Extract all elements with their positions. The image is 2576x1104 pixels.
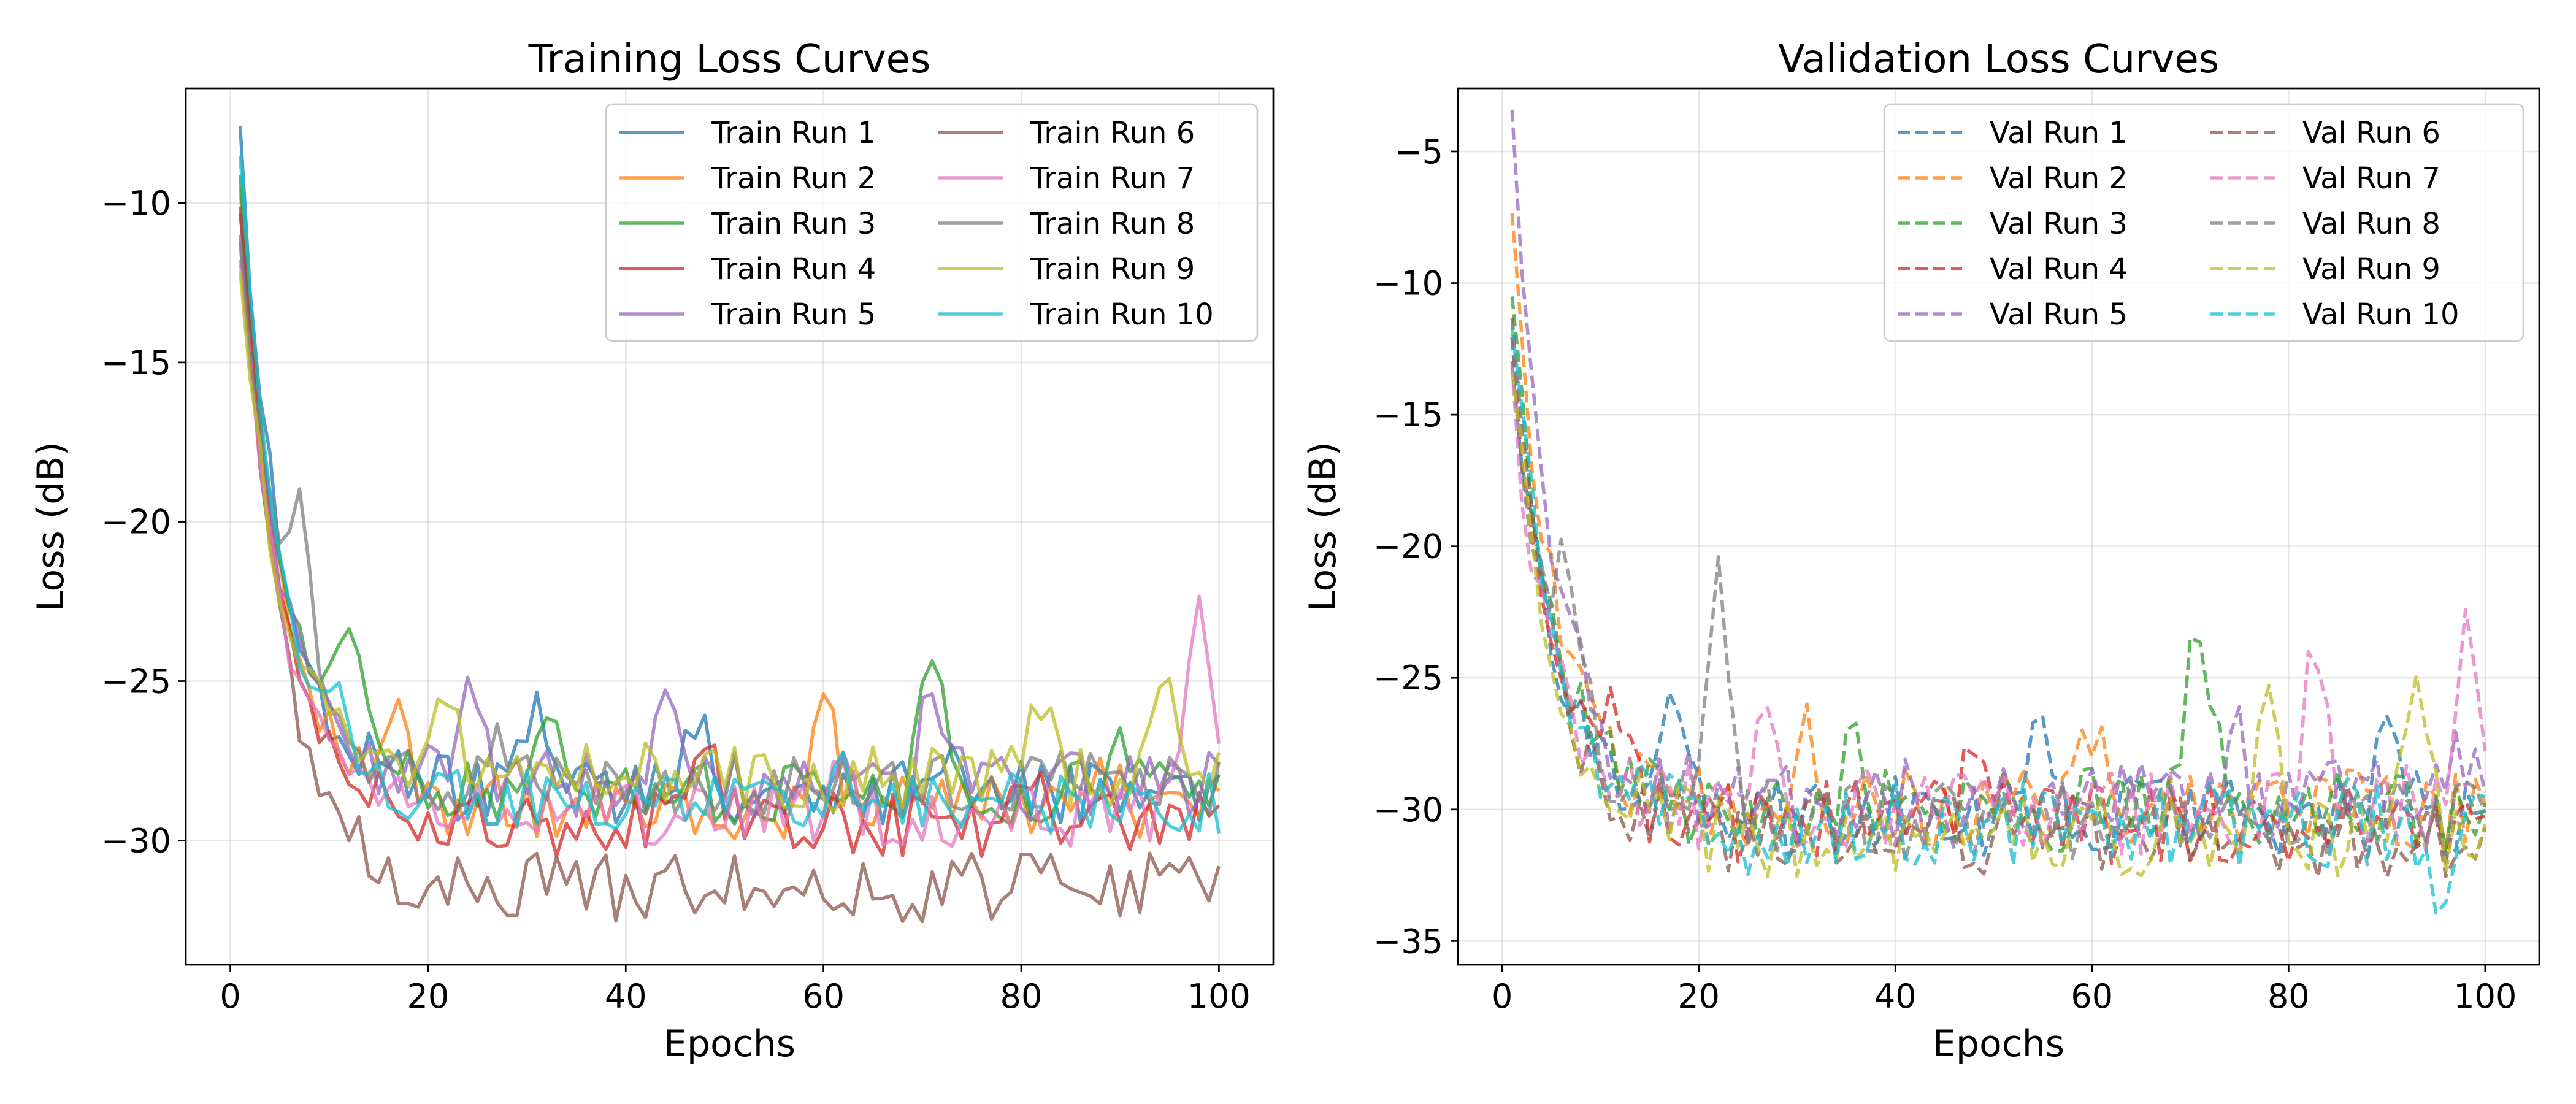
x-tick-label: 0: [220, 977, 240, 1016]
y-tick-label: −35: [1373, 922, 1443, 960]
y-tick-label: −25: [1373, 659, 1443, 697]
legend-box: [605, 103, 1259, 342]
legend-label: Train Run 9: [1030, 252, 1195, 286]
legend-label: Val Run 6: [2302, 116, 2440, 150]
y-tick-label: −10: [101, 184, 171, 223]
series-group: [1510, 109, 2487, 915]
legend-label: Train Run 10: [1030, 297, 1214, 332]
axes-frame: [185, 87, 1275, 966]
legend: Val Run 1 Val Run 2 Val Run 3 Val Run 4 Val …: [1883, 103, 2524, 342]
y-tick-label: −15: [101, 343, 171, 382]
x-tick-label: 60: [2071, 977, 2113, 1016]
x-tick-label: 80: [1000, 977, 1043, 1016]
legend-label: Val Run 4: [1990, 252, 2128, 286]
legend-label: Train Run 2: [711, 161, 876, 196]
legend-label: Val Run 10: [2302, 297, 2459, 332]
x-tick-label: 100: [1187, 977, 1251, 1016]
legend-label: Train Run 5: [711, 297, 876, 332]
y-axis-label: Loss (dB): [1301, 442, 1344, 611]
axes-frame: [1457, 87, 2540, 966]
legend-label: Train Run 8: [1030, 207, 1195, 241]
x-tick-label: 80: [2267, 977, 2310, 1016]
legend-label: Val Run 2: [1990, 161, 2128, 196]
series-line-train-run-8: [238, 241, 1221, 817]
x-tick-label: 40: [605, 977, 647, 1016]
chart-title: Training Loss Curves: [528, 37, 931, 82]
x-tick-label: 20: [1677, 977, 1720, 1016]
y-tick-label: −20: [1373, 527, 1443, 566]
legend-label: Val Run 3: [1990, 207, 2128, 241]
legend: Train Run 1 Train Run 2 Train Run 3 Train R…: [605, 103, 1259, 342]
legend-label: Train Run 1: [711, 116, 876, 150]
x-tick-label: 100: [2453, 977, 2517, 1016]
series-line-train-run-10: [238, 156, 1221, 835]
legend-label: Train Run 3: [711, 207, 876, 241]
series-line-val-run-9: [1510, 372, 2487, 878]
legend-label: Val Run 8: [2302, 207, 2440, 241]
legend-label: Train Run 6: [1030, 116, 1195, 150]
legend-label: Val Run 9: [2302, 252, 2440, 286]
series-line-train-run-6: [238, 206, 1221, 924]
chart-title: Validation Loss Curves: [1778, 37, 2219, 82]
legend-label: Val Run 5: [1990, 297, 2128, 332]
legend-label: Train Run 4: [711, 252, 876, 286]
y-tick-label: −30: [101, 821, 171, 860]
panel-training: 0 20 40 60 80 100 −30 −25 −20 −15 −10 Training Loss…: [29, 37, 1275, 1065]
series-line-train-run-7: [238, 259, 1221, 848]
y-tick-label: −20: [101, 503, 171, 542]
legend-box: [1883, 103, 2524, 342]
legend-label: Val Run 1: [1990, 116, 2128, 150]
series-group: [238, 126, 1221, 924]
x-tick-label: 0: [1492, 977, 1512, 1016]
series-line-val-run-10: [1510, 328, 2486, 915]
y-tick-label: −30: [1373, 791, 1443, 829]
y-tick-label: −5: [1394, 132, 1443, 171]
x-tick-label: 40: [1874, 977, 1917, 1016]
series-line-val-run-4: [1510, 337, 2486, 865]
y-axis-label: Loss (dB): [29, 442, 72, 611]
series-line-train-run-9: [238, 270, 1221, 813]
x-axis-label: Epochs: [664, 1022, 795, 1065]
y-tick-label: −10: [1373, 264, 1443, 303]
x-tick-label: 20: [407, 977, 450, 1016]
legend-label: Train Run 7: [1030, 161, 1195, 196]
panel-validation: 0 20 40 60 80 100 −35 −30 −25 −20 −15 −10 −5 Validati…: [1301, 37, 2540, 1065]
x-tick-label: 60: [802, 977, 845, 1016]
series-line-train-run-2: [238, 187, 1221, 841]
y-tick-label: −25: [101, 662, 171, 701]
y-tick-label: −15: [1373, 396, 1443, 434]
legend-label: Val Run 7: [2302, 161, 2440, 196]
x-axis-label: Epochs: [1933, 1022, 2064, 1065]
